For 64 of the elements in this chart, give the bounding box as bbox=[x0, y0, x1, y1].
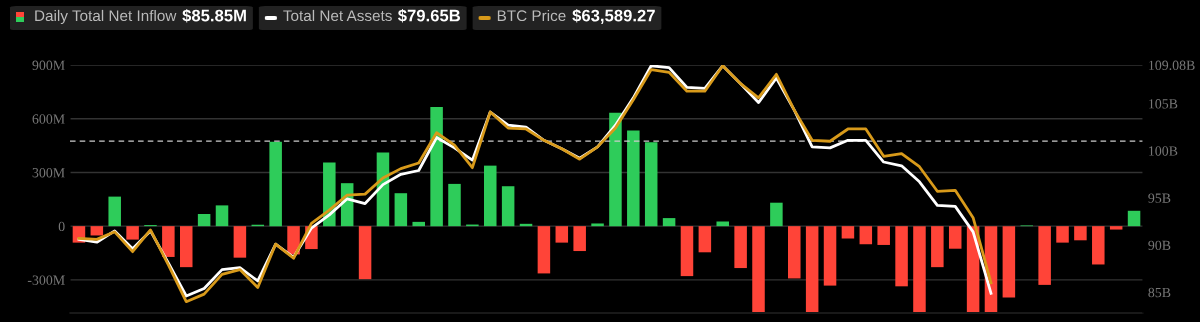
bar bbox=[573, 226, 586, 252]
bar bbox=[179, 226, 193, 268]
bar bbox=[394, 193, 408, 227]
bar bbox=[1002, 226, 1016, 298]
y-tick-label: 300M bbox=[32, 168, 65, 178]
bar bbox=[90, 226, 104, 236]
text: $63,589.27 bbox=[572, 8, 655, 24]
bar bbox=[358, 226, 372, 280]
bar bbox=[269, 141, 282, 227]
bar bbox=[734, 226, 747, 269]
text: $79.65B bbox=[397, 8, 461, 23]
bar bbox=[448, 183, 461, 227]
y2-tick-label: 105B bbox=[1149, 99, 1178, 109]
bar bbox=[430, 106, 443, 227]
bar bbox=[859, 226, 873, 245]
bar bbox=[823, 226, 837, 286]
bar bbox=[501, 186, 515, 227]
bar bbox=[537, 226, 551, 274]
y-tick-label: 600M bbox=[32, 114, 65, 124]
bar bbox=[662, 218, 676, 227]
bar bbox=[555, 226, 569, 243]
legend-label: Daily Total Net Inflow bbox=[35, 9, 177, 25]
bar bbox=[948, 226, 962, 249]
bar bbox=[752, 226, 765, 313]
bar bbox=[1092, 226, 1105, 265]
bar bbox=[1056, 226, 1069, 243]
bar bbox=[913, 226, 926, 313]
bar bbox=[233, 226, 247, 258]
text: $85.85M bbox=[182, 8, 246, 23]
bar bbox=[215, 205, 229, 227]
bar bbox=[1074, 226, 1087, 241]
bar bbox=[931, 226, 944, 268]
bar bbox=[126, 226, 139, 240]
bar bbox=[788, 226, 801, 279]
bar bbox=[698, 226, 712, 253]
legend-label: BTC Price bbox=[497, 9, 566, 22]
bar bbox=[1127, 210, 1141, 227]
bar bbox=[197, 213, 211, 227]
bar bbox=[108, 196, 121, 227]
y-tick-label: 900M bbox=[32, 60, 65, 70]
y-tick-label: -300M bbox=[27, 275, 65, 285]
y2-tick-label: 100B bbox=[1149, 146, 1178, 156]
bar bbox=[627, 130, 640, 227]
bar bbox=[644, 142, 658, 227]
bar bbox=[680, 226, 694, 277]
y2-tick-label: 109.08B bbox=[1149, 60, 1195, 71]
y2-tick-label: 95B bbox=[1148, 193, 1171, 203]
bar bbox=[591, 223, 604, 227]
legend-label: Total Net Assets bbox=[283, 9, 392, 22]
bar bbox=[1038, 226, 1051, 285]
y2-tick-label: 90B bbox=[1148, 240, 1171, 251]
bar bbox=[770, 202, 783, 227]
bar bbox=[805, 226, 819, 313]
bar bbox=[609, 112, 622, 227]
bar bbox=[895, 226, 908, 287]
y-tick-label: 0 bbox=[58, 221, 65, 232]
bar bbox=[841, 226, 855, 239]
y2-tick-label: 85B bbox=[1148, 287, 1171, 298]
bar bbox=[162, 226, 175, 257]
bar bbox=[412, 221, 425, 227]
bar bbox=[716, 221, 729, 227]
bar bbox=[1109, 226, 1123, 230]
bar bbox=[877, 226, 890, 245]
bar bbox=[484, 165, 497, 227]
